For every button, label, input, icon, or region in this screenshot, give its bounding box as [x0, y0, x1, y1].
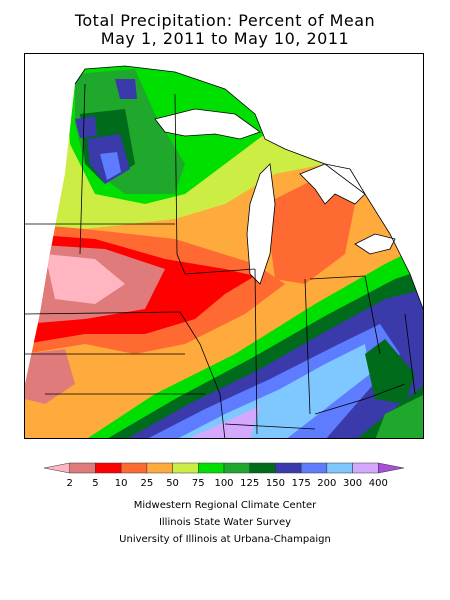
legend-tick-label: 2 — [66, 478, 73, 489]
credit-line: Midwestern Regional Climate Center — [133, 500, 317, 511]
legend-tick-label: 400 — [368, 478, 388, 489]
legend-swatch — [95, 462, 122, 474]
legend-tick-label: 10 — [114, 478, 128, 489]
legend-swatch — [300, 462, 328, 474]
legend-swatch — [378, 462, 405, 474]
legend-swatch — [275, 462, 302, 474]
legend-swatch — [198, 462, 225, 474]
legend-tick-label: 175 — [291, 478, 311, 489]
legend-tick-label: 200 — [317, 478, 337, 489]
credit-line: Illinois State Water Survey — [158, 517, 292, 528]
legend-swatch — [352, 462, 379, 474]
legend-swatch — [43, 462, 70, 474]
legend-tick-label: 50 — [166, 478, 179, 489]
legend-swatch — [223, 462, 250, 474]
legend-swatch — [146, 462, 173, 474]
legend-swatch — [249, 462, 276, 474]
legend-swatch — [69, 462, 96, 474]
legend-tick-label: 100 — [214, 478, 234, 489]
legend-tick-label: 5 — [92, 478, 99, 489]
great-lakes — [154, 108, 396, 285]
legend-tick-label: 150 — [265, 478, 285, 489]
legend-tick-label: 25 — [140, 478, 154, 489]
legend-tick-label: 75 — [191, 478, 205, 489]
map-title: Total Precipitation: Percent of Mean — [74, 11, 376, 30]
color-legend — [43, 462, 405, 474]
credit-line: University of Illinois at Urbana-Champai… — [119, 534, 331, 545]
legend-swatch — [172, 462, 199, 474]
state-boundaries — [25, 65, 423, 438]
map-svg — [25, 65, 423, 438]
legend-swatch — [326, 462, 353, 474]
precipitation-map — [24, 53, 424, 439]
legend-tick-label: 300 — [343, 478, 363, 489]
legend-swatch — [120, 462, 148, 474]
map-date-range: May 1, 2011 to May 10, 2011 — [100, 29, 350, 48]
legend-tick-label: 125 — [240, 478, 260, 489]
